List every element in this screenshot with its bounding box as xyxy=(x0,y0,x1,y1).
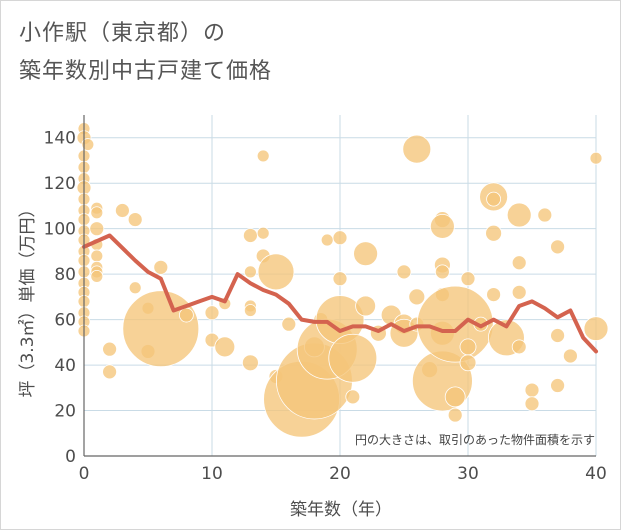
bubble-107 xyxy=(583,316,609,342)
bubble-92 xyxy=(485,224,503,242)
bubble-31 xyxy=(115,203,130,218)
x-tick-label-4: 40 xyxy=(585,464,607,484)
x-tick-label-0: 0 xyxy=(79,464,90,484)
bubble-64 xyxy=(328,333,378,383)
bubble-100 xyxy=(524,396,540,412)
bubble-103 xyxy=(550,328,565,343)
bubble-28 xyxy=(90,270,104,283)
y-tick-label-6: 120 xyxy=(44,174,76,194)
y-tick-label-2: 40 xyxy=(54,356,76,376)
y-tick-label-5: 100 xyxy=(44,220,76,240)
bubble-93 xyxy=(486,287,502,302)
bubble-106 xyxy=(589,151,603,165)
bubble-30 xyxy=(102,364,117,380)
bubble-102 xyxy=(550,239,565,255)
y-tick-label-0: 0 xyxy=(65,447,76,467)
bubble-72 xyxy=(402,134,432,164)
bubble-39 xyxy=(204,305,220,321)
chart-title-line-1: 小作駅（東京都）の xyxy=(19,21,227,46)
bubble-86 xyxy=(460,271,476,287)
bubble-47 xyxy=(241,354,259,372)
bubble-43 xyxy=(242,228,258,243)
x-tick-label-1: 10 xyxy=(201,464,223,484)
trend-line-layer xyxy=(82,233,598,354)
bubble-87 xyxy=(459,338,477,356)
bubble-65 xyxy=(353,241,379,267)
bubble-98 xyxy=(511,339,527,355)
bubble-99 xyxy=(524,382,540,398)
bubble-49 xyxy=(256,226,270,240)
x-axis-title: 築年数（年） xyxy=(290,500,392,520)
bubble-53 xyxy=(281,316,297,332)
x-tick-label-3: 30 xyxy=(457,464,479,484)
average-price-line-0 xyxy=(82,233,598,354)
bubble-48 xyxy=(256,149,270,163)
bubble-97 xyxy=(511,284,527,300)
bubble-77 xyxy=(429,213,455,239)
bubble-91 xyxy=(486,191,502,207)
bubble-104 xyxy=(550,378,565,393)
bubble-46 xyxy=(243,304,257,317)
bubble-37 xyxy=(153,259,169,275)
bubble-22 xyxy=(90,206,104,220)
bubble-33 xyxy=(128,281,142,295)
bubble-32 xyxy=(127,212,143,227)
bubble-51 xyxy=(257,253,295,291)
bubble-61 xyxy=(332,271,348,287)
bubble-79 xyxy=(434,264,450,280)
axes: 0 20 40 60 80 100 120 140 0 10 20 30 40 xyxy=(44,115,607,484)
y-tick-label-3: 60 xyxy=(54,311,76,331)
bubble-101 xyxy=(537,207,553,223)
bubble-95 xyxy=(506,202,532,228)
bubble-105 xyxy=(563,348,578,364)
bubble-36 xyxy=(122,290,200,368)
bubble-73 xyxy=(408,288,426,306)
bubble-63 xyxy=(345,389,361,405)
bubble-58 xyxy=(320,233,334,247)
y-tick-label-4: 80 xyxy=(54,265,76,285)
chart-title-line-2: 築年数別中古戸建て価格 xyxy=(19,59,273,84)
bubble-69 xyxy=(396,264,412,280)
bubble-44 xyxy=(243,265,257,279)
y-axis-title: 坪（3.3㎡）単価（万円） xyxy=(18,200,38,397)
bubble-88 xyxy=(459,354,477,372)
bubble-60 xyxy=(332,230,348,246)
bubble-29 xyxy=(102,341,117,357)
bubble-96 xyxy=(511,255,527,271)
y-tick-label-1: 20 xyxy=(54,402,76,422)
bubble-85 xyxy=(447,407,463,423)
bubble-layer xyxy=(76,122,609,438)
bubble-25 xyxy=(90,249,104,263)
bubble-23 xyxy=(89,221,105,237)
bubble-2 xyxy=(81,138,95,151)
bubble-38 xyxy=(178,307,194,323)
bubble-66 xyxy=(355,295,377,317)
bubble-41 xyxy=(214,336,236,358)
y-tick-label-7: 140 xyxy=(44,129,76,149)
x-tick-label-2: 20 xyxy=(329,464,351,484)
bubble-84 xyxy=(444,386,466,408)
size-note: 円の大きさは、取引のあった物件面積を示す xyxy=(355,432,595,447)
